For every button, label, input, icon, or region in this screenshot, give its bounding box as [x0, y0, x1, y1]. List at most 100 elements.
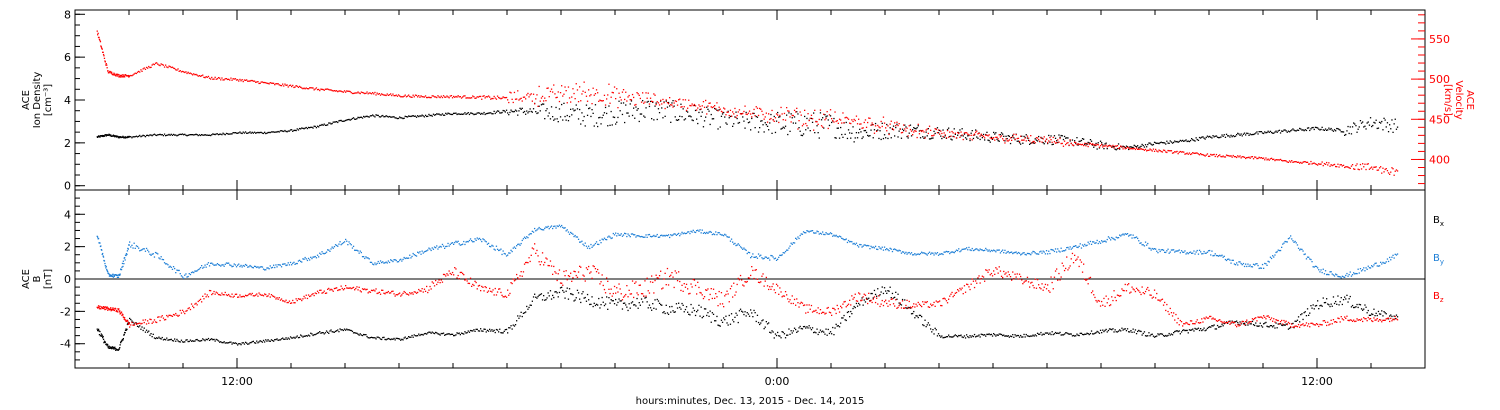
data-point: [926, 128, 928, 130]
data-point: [1368, 267, 1371, 269]
data-point: [1345, 166, 1347, 168]
data-point: [537, 105, 539, 107]
data-point: [1269, 325, 1272, 327]
data-point: [936, 252, 939, 254]
data-point: [1236, 156, 1238, 159]
data-point: [228, 78, 230, 80]
data-point: [282, 83, 284, 85]
data-point: [915, 130, 917, 132]
data-point: [798, 237, 800, 240]
data-point: [699, 108, 701, 111]
data-point: [473, 241, 475, 243]
data-point: [104, 265, 106, 267]
data-point: [878, 137, 880, 140]
data-point: [962, 135, 964, 137]
data-point: [709, 230, 711, 233]
data-point: [1232, 259, 1234, 261]
data-point: [1187, 153, 1189, 155]
data-point: [258, 267, 260, 269]
data-point: [556, 292, 558, 294]
data-point: [1178, 140, 1180, 143]
data-point: [384, 116, 386, 118]
data-point: [159, 64, 161, 67]
data-point: [457, 95, 459, 97]
data-point: [167, 264, 169, 266]
data-point: [310, 332, 312, 334]
data-point: [122, 338, 124, 340]
data-point: [913, 310, 915, 313]
data-point: [1212, 154, 1214, 156]
data-point: [1387, 260, 1390, 263]
data-point: [1219, 326, 1221, 328]
data-point: [1131, 331, 1133, 333]
data-point: [1026, 335, 1029, 337]
data-point: [726, 322, 728, 324]
data-point: [1086, 332, 1088, 334]
data-point: [573, 235, 575, 238]
data-point: [527, 92, 529, 95]
data-point: [995, 251, 997, 253]
data-point: [253, 342, 256, 344]
data-point: [1301, 162, 1303, 164]
data-point: [727, 111, 729, 113]
data-point: [1231, 156, 1233, 158]
data-point: [1301, 248, 1303, 251]
data-point: [1312, 162, 1314, 164]
data-point: [1122, 329, 1124, 331]
data-point: [978, 132, 980, 134]
data-point: [385, 94, 387, 97]
data-point: [998, 333, 1000, 335]
data-point: [518, 243, 520, 245]
data-point: [102, 53, 105, 56]
data-point: [189, 273, 192, 276]
data-point: [235, 342, 238, 345]
data-point: [896, 121, 898, 123]
data-point: [1077, 246, 1079, 249]
data-point: [283, 130, 285, 133]
data-point: [1024, 253, 1026, 256]
data-point: [1074, 335, 1076, 337]
data-point: [1371, 313, 1373, 315]
data-point: [1113, 331, 1115, 333]
data-point: [1057, 139, 1059, 141]
data-point: [662, 117, 664, 119]
data-point: [592, 245, 594, 247]
data-point: [171, 268, 174, 270]
data-point: [313, 334, 315, 336]
data-point: [543, 100, 545, 102]
data-point: [509, 252, 511, 254]
data-point: [1267, 158, 1269, 160]
data-point: [355, 249, 357, 251]
data-point: [528, 96, 530, 98]
data-point: [1099, 242, 1102, 244]
data-point: [249, 131, 251, 133]
data-point: [1031, 335, 1033, 337]
data-point: [422, 252, 424, 254]
data-point: [476, 112, 478, 114]
data-point: [648, 233, 651, 236]
data-point: [562, 95, 564, 97]
data-point: [327, 88, 329, 90]
data-point: [1071, 144, 1074, 146]
data-point: [1155, 148, 1157, 151]
data-point: [628, 94, 630, 97]
data-point: [697, 229, 699, 231]
data-point: [867, 298, 869, 300]
data-point: [440, 95, 442, 97]
data-point: [756, 107, 759, 109]
data-point: [979, 135, 981, 137]
data-point: [892, 125, 895, 127]
data-point: [1374, 262, 1376, 265]
data-point: [103, 260, 106, 262]
data-point: [163, 133, 166, 135]
data-point: [1198, 136, 1201, 139]
data-point: [1387, 318, 1390, 320]
data-point: [1050, 248, 1052, 251]
data-point: [1034, 334, 1036, 336]
data-point: [144, 68, 147, 70]
data-point: [662, 98, 664, 101]
data-point: [303, 258, 305, 260]
data-point: [396, 117, 399, 120]
data-point: [106, 67, 108, 69]
data-point: [253, 80, 256, 82]
